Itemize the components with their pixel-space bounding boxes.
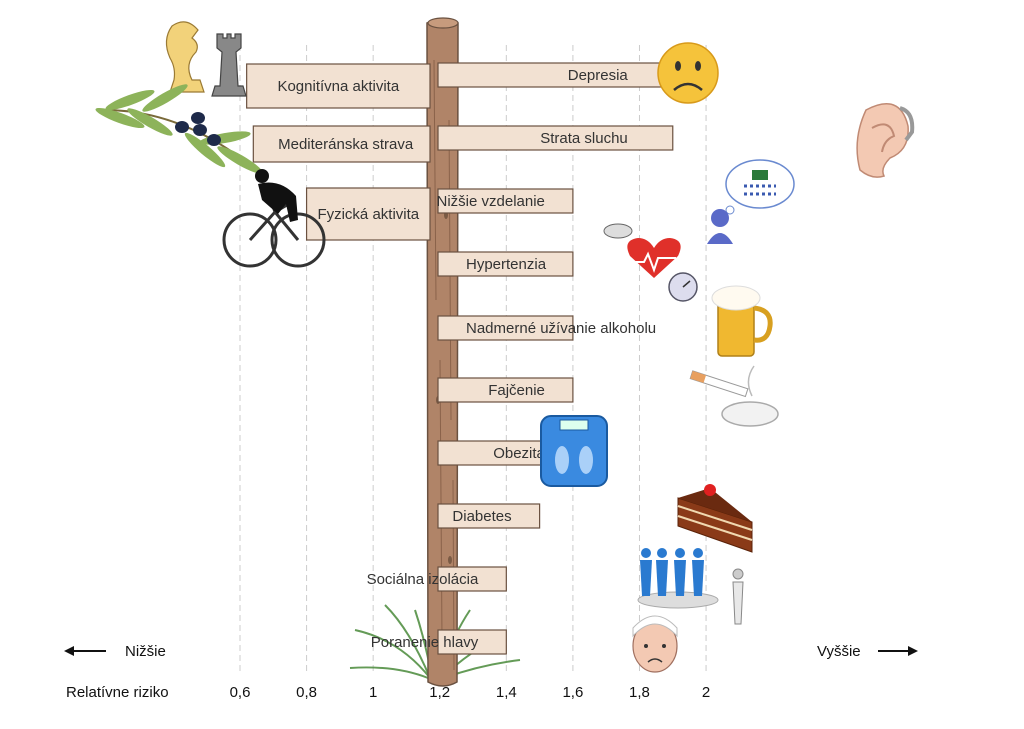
bar-label: Nadmerné užívanie alkoholu	[466, 320, 656, 337]
cigarette-icon	[689, 365, 779, 427]
scale-icon	[540, 415, 608, 487]
bar-rect	[437, 251, 574, 277]
injured-head-icon	[632, 615, 678, 673]
bar-label: Depresia	[568, 67, 629, 84]
x-tick-label: 1,8	[629, 684, 650, 701]
bar-rect	[437, 62, 674, 88]
bar: Sociálna izolácia	[367, 566, 507, 592]
bar-rect	[437, 503, 541, 529]
x-tick-label: 0,6	[230, 684, 251, 701]
x-tick-label: 1,4	[496, 684, 517, 701]
bar: Kognitívna aktivita	[246, 63, 431, 109]
x-tick-label: 2	[702, 684, 710, 701]
bar-label: Strata sluchu	[540, 130, 628, 147]
thought-bubble-icon	[707, 159, 795, 244]
bar-label: Fajčenie	[488, 382, 545, 399]
bar-label: Diabetes	[452, 508, 511, 525]
cyclist-icon	[222, 169, 326, 268]
beer-icon	[711, 285, 773, 357]
sad-face-icon	[657, 42, 719, 104]
bar-label: Poranenie hlavy	[371, 634, 479, 651]
bar-rect	[437, 629, 507, 655]
lower-arrow	[64, 646, 106, 656]
bar: Mediteránska strava	[252, 125, 431, 163]
bar: Poranenie hlavy	[371, 629, 507, 655]
bar-label: Sociálna izolácia	[367, 571, 479, 588]
bar-rect	[437, 566, 507, 592]
crowd-icon	[637, 548, 744, 625]
bar-label: Fyzická aktivita	[317, 206, 419, 223]
olive-branch-icon	[95, 84, 263, 174]
heart-pressure-icon	[603, 223, 698, 302]
higher-direction-label: Vyššie	[817, 643, 861, 660]
x-axis-label: Relatívne riziko	[66, 684, 169, 701]
bar-label: Hypertenzia	[466, 256, 547, 273]
bar: Diabetes	[437, 503, 541, 529]
bar-rect	[246, 63, 431, 109]
bar: Nižšie vzdelanie	[437, 188, 574, 214]
x-tick-label: 0,8	[296, 684, 317, 701]
bar: Nadmerné užívanie alkoholu	[437, 315, 656, 341]
bar: Fajčenie	[437, 377, 574, 403]
bar-rect	[252, 125, 431, 163]
bar-rect	[437, 315, 574, 341]
bar-label: Obezita	[493, 445, 545, 462]
ear-icon	[856, 103, 915, 178]
bar-label: Mediteránska strava	[278, 136, 414, 153]
bar: Strata sluchu	[437, 125, 674, 151]
bar-label: Kognitívna aktivita	[277, 78, 399, 95]
higher-arrow	[878, 646, 918, 656]
bar-rect	[437, 125, 674, 151]
x-tick-label: 1,2	[429, 684, 450, 701]
x-tick-label: 1	[369, 684, 377, 701]
cake-icon	[677, 484, 753, 553]
bar-rect	[437, 188, 574, 214]
chess-icon	[165, 21, 247, 97]
bar-label: Nižšie vzdelanie	[437, 193, 545, 210]
bar: Depresia	[437, 62, 674, 88]
lower-direction-label: Nižšie	[125, 643, 166, 660]
bar: Hypertenzia	[437, 251, 574, 277]
bar: Fyzická aktivita	[305, 187, 431, 241]
bar-rect	[437, 377, 574, 403]
x-tick-label: 1,6	[562, 684, 583, 701]
